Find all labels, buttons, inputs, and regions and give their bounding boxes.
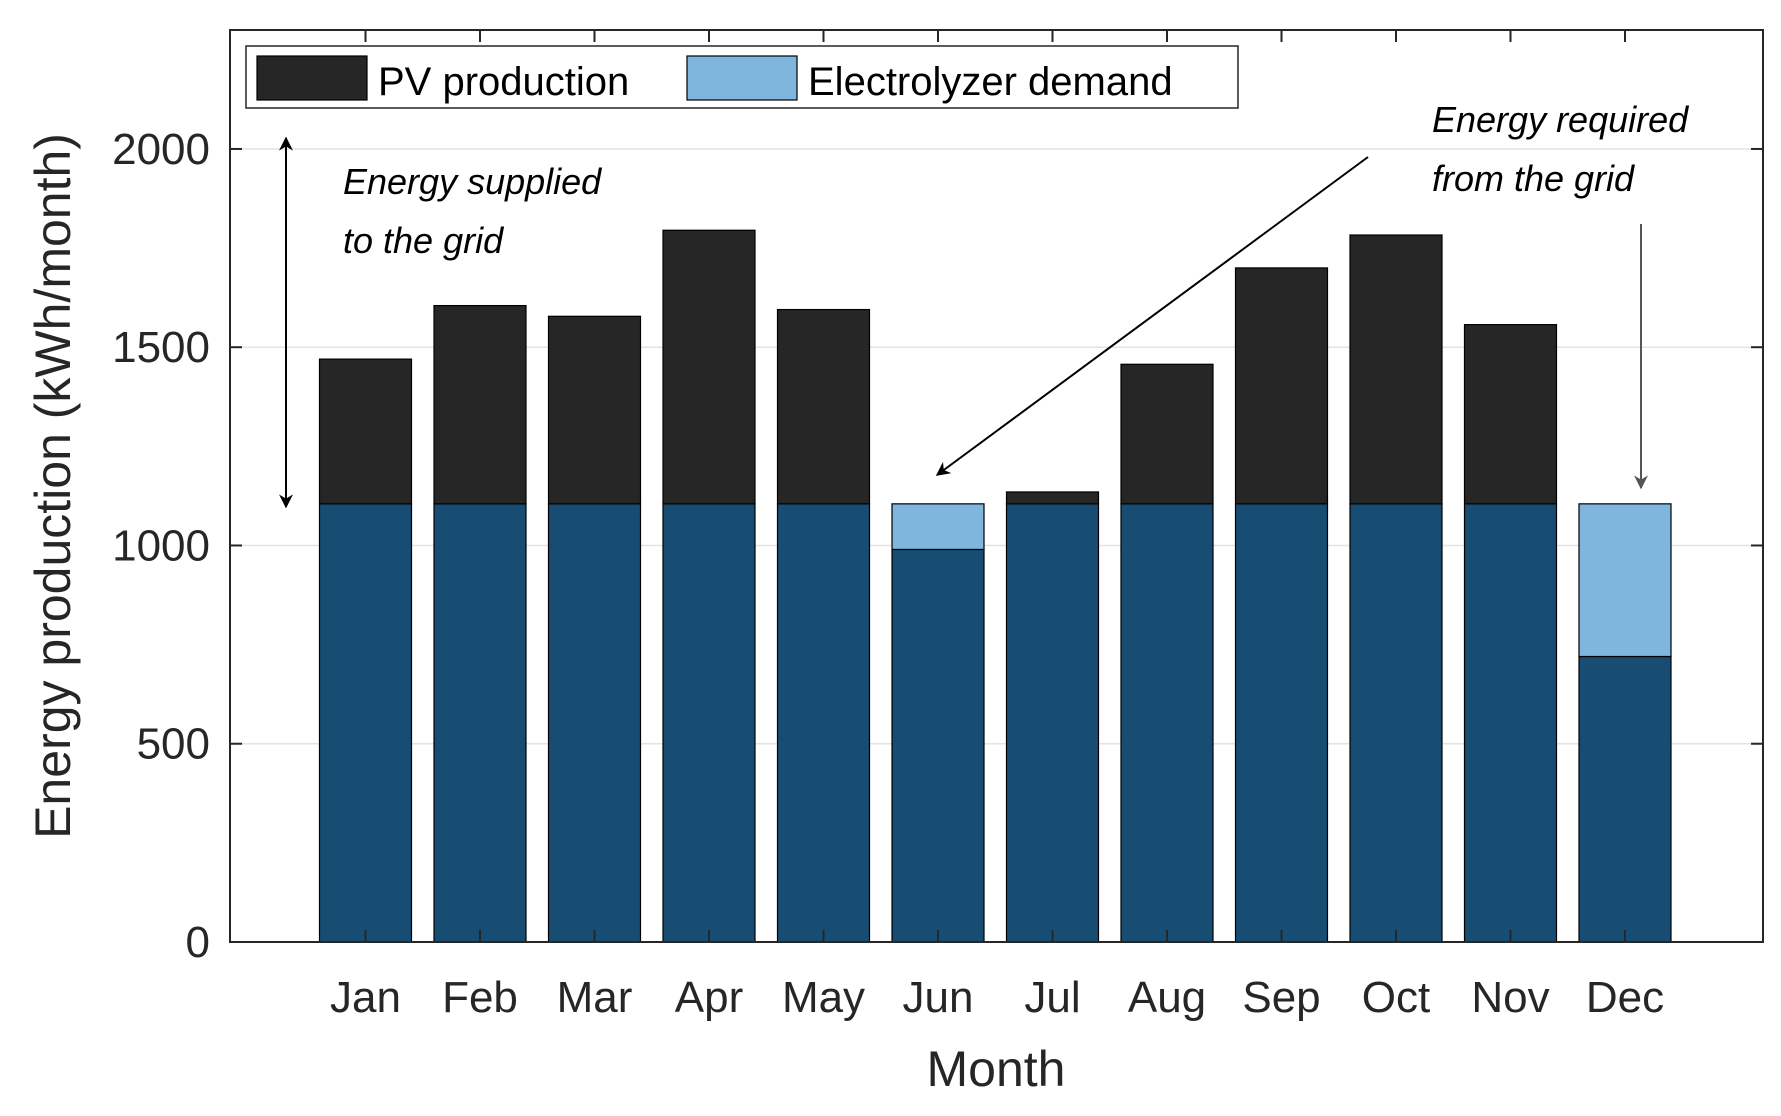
- bar-electrolyzer-demand-dec: [1578, 503, 1672, 658]
- bar-pv-production-nov: [1463, 324, 1558, 505]
- bar-electrolyzer-demand-jun: [891, 503, 985, 551]
- legend-label-electrolyzer-demand: Electrolyzer demand: [808, 60, 1173, 104]
- x-tick-label-dec: Dec: [1586, 973, 1664, 1022]
- arrow-to-jun: [935, 156, 1369, 476]
- legend-swatch-electrolyzer-demand: [686, 55, 798, 101]
- annotation-energy-required: Energy required from the grid: [935, 99, 1689, 490]
- x-tick-label-nov: Nov: [1471, 973, 1549, 1022]
- plot-frame: [229, 29, 1764, 943]
- bar-overlap-nov: [1463, 503, 1558, 943]
- bar-overlap-feb: [433, 503, 527, 943]
- x-tick-label-jul: Jul: [1024, 973, 1080, 1022]
- bar-pv-production-aug: [1120, 363, 1214, 505]
- bar-overlap-apr: [662, 503, 756, 943]
- bar-overlap-mar: [547, 503, 642, 943]
- bar-pv-production-apr: [662, 229, 756, 505]
- legend-label-pv-production: PV production: [378, 60, 629, 104]
- bar-overlap-jul: [1005, 503, 1100, 943]
- x-tick-label-mar: Mar: [557, 973, 633, 1022]
- x-tick-label-apr: Apr: [675, 973, 743, 1022]
- bar-pv-production-feb: [433, 304, 527, 505]
- bar-overlap-oct: [1349, 503, 1443, 943]
- y-tick-label-1500: 1500: [112, 323, 210, 372]
- x-tick-label-feb: Feb: [442, 973, 518, 1022]
- bar-pv-production-may: [776, 308, 871, 505]
- bar-pv-production-jul: [1005, 491, 1100, 505]
- bars: [318, 229, 1672, 943]
- axis-ticks: 0 500 1000 1500 2000 Jan Feb Mar Apr May Jun Jul Aug…: [112, 30, 1763, 1022]
- bar-pv-production-sep: [1234, 267, 1329, 505]
- x-tick-label-oct: Oct: [1362, 973, 1430, 1022]
- annotation-required-line-2: from the grid: [1432, 158, 1635, 199]
- annotation-supplied-line-2: to the grid: [343, 220, 504, 261]
- annotation-supplied-line-1: Energy supplied: [343, 161, 602, 202]
- bar-pv-production-jan: [318, 358, 413, 505]
- bar-pv-production-oct: [1349, 234, 1443, 505]
- y-tick-label-500: 500: [137, 720, 210, 769]
- y-tick-label-1000: 1000: [112, 521, 210, 570]
- y-tick-label-2000: 2000: [112, 125, 210, 174]
- bar-overlap-jan: [318, 503, 413, 943]
- y-axis-title: Energy production (kWh/month): [25, 133, 81, 839]
- x-tick-label-jan: Jan: [330, 973, 401, 1022]
- bar-overlap-may: [776, 503, 871, 943]
- x-tick-label-jun: Jun: [903, 973, 974, 1022]
- y-tick-label-0: 0: [186, 918, 210, 967]
- x-tick-label-may: May: [782, 973, 865, 1022]
- annotation-required-line-1: Energy required: [1432, 99, 1689, 140]
- bar-overlap-aug: [1120, 503, 1214, 943]
- bar-pv-production-mar: [547, 315, 642, 505]
- bar-overlap-dec: [1578, 655, 1672, 943]
- bar-overlap-jun: [891, 548, 985, 943]
- bar-overlap-sep: [1234, 503, 1329, 943]
- x-tick-label-aug: Aug: [1128, 973, 1206, 1022]
- legend-swatch-pv-production: [256, 55, 368, 101]
- annotation-energy-supplied: Energy supplied to the grid: [279, 136, 602, 509]
- x-tick-label-sep: Sep: [1242, 973, 1320, 1022]
- x-axis-title: Month: [927, 1041, 1066, 1097]
- legend: PV production Electrolyzer demand: [245, 45, 1239, 109]
